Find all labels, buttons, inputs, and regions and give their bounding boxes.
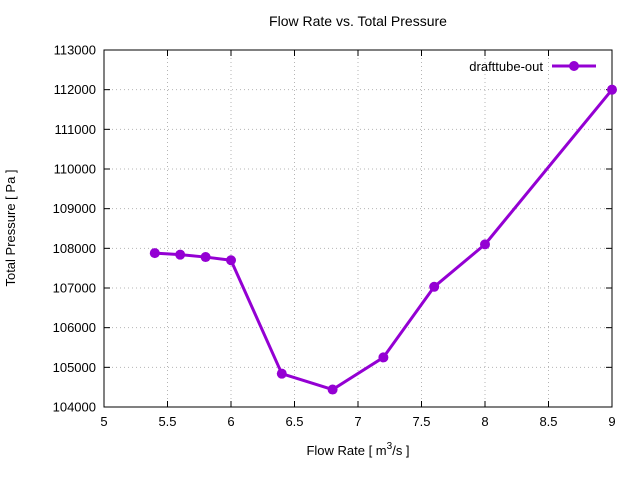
x-tick-label: 9: [608, 414, 615, 429]
legend-label: drafttube-out: [469, 59, 543, 74]
y-tick-label: 108000: [53, 241, 96, 256]
data-point: [378, 352, 389, 363]
x-tick-label: 8.5: [539, 414, 557, 429]
data-point: [226, 255, 236, 266]
y-tick-label: 106000: [53, 320, 96, 335]
data-series: [149, 84, 617, 395]
tick-labels: 5 5.5 6 6.5 7 7.5 8 8.5 9 104000 105000 106000 10700…: [53, 43, 616, 430]
chart-title: Flow Rate vs. Total Pressure: [269, 13, 447, 29]
y-tick-label: 112000: [54, 82, 96, 97]
y-tick-label: 113000: [54, 43, 96, 58]
x-tick-label: 5: [100, 414, 107, 429]
x-tick-label: 6: [227, 414, 234, 429]
x-tick-label: 8: [481, 414, 488, 429]
plot-border: [103, 49, 613, 408]
data-point: [480, 239, 490, 250]
x-tick-label: 7.5: [412, 414, 430, 429]
y-tick-label: 107000: [53, 281, 96, 296]
series-line: [153, 88, 614, 392]
x-axis-label: Flow Rate [ m3/s ]: [306, 441, 409, 458]
data-point: [175, 249, 186, 260]
y-tick-label: 111000: [55, 122, 96, 137]
x-tick-label: 5.5: [158, 414, 176, 429]
y-tick-label: 105000: [53, 360, 96, 375]
data-point: [149, 248, 160, 259]
axes: [103, 49, 613, 408]
y-axis-label: Total Pressure [ Pa ]: [3, 169, 18, 286]
y-tick-label: 109000: [53, 201, 96, 216]
data-point: [276, 368, 287, 379]
data-point: [327, 384, 338, 395]
legend: drafttube-out: [469, 59, 596, 74]
gridlines: [103, 49, 613, 408]
data-point: [429, 281, 440, 292]
y-tick-label: 104000: [53, 400, 96, 415]
legend-marker-icon: [569, 61, 579, 71]
x-tick-label: 6.5: [285, 414, 303, 429]
data-point: [607, 84, 617, 95]
x-tick-label: 7: [354, 414, 361, 429]
y-tick-label: 110000: [54, 162, 96, 177]
data-point: [200, 252, 211, 263]
